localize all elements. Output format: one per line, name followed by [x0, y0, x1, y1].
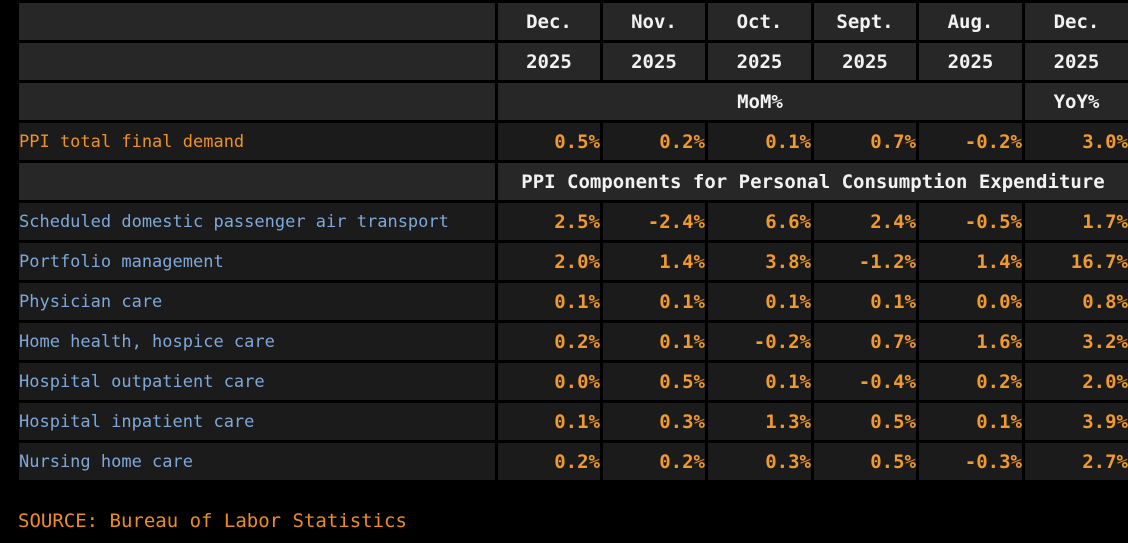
component-row: Home health, hospice care 0.2% 0.1% -0.2… [16, 320, 1128, 363]
month-header-cell: Aug. [916, 0, 1025, 43]
value-cell: 0.1% [495, 280, 603, 323]
value-cell: 1.4% [916, 240, 1025, 283]
section-header-row: PPI Components for Personal Consumption … [16, 160, 1128, 203]
component-row: Scheduled domestic passenger air transpo… [16, 200, 1128, 243]
value-cell: 0.1% [916, 400, 1025, 443]
value-cell: 16.7% [1022, 240, 1128, 283]
value-cell: 0.5% [811, 400, 919, 443]
value-cell: 0.8% [1022, 280, 1128, 323]
value-cell: 0.7% [811, 120, 919, 163]
value-cell: 3.2% [1022, 320, 1128, 363]
period-blank-cell [16, 80, 498, 123]
row-label-cell: Hospital outpatient care [16, 360, 498, 403]
value-cell: -1.2% [811, 240, 919, 283]
value-cell: 0.1% [600, 320, 708, 363]
value-cell: 0.2% [600, 120, 708, 163]
value-cell: 0.0% [916, 280, 1025, 323]
component-row: Hospital outpatient care 0.0% 0.5% 0.1% … [16, 360, 1128, 403]
year-header-cell: 2025 [811, 40, 919, 83]
year-header-cell: 2025 [495, 40, 603, 83]
month-header-cell: Dec. [1022, 0, 1128, 43]
row-label-cell: Nursing home care [16, 440, 498, 483]
month-header-cell: Dec. [495, 0, 603, 43]
value-cell: 1.3% [705, 400, 814, 443]
value-cell: 0.3% [600, 400, 708, 443]
value-cell: -0.4% [811, 360, 919, 403]
value-cell: 3.8% [705, 240, 814, 283]
year-header-cell: 2025 [705, 40, 814, 83]
ppi-table: Dec. Nov. Oct. Sept. Aug. Dec. 2025 2025… [16, 0, 1128, 483]
row-label-cell: Physician care [16, 280, 498, 323]
value-cell: 2.0% [1022, 360, 1128, 403]
row-label-cell: Hospital inpatient care [16, 400, 498, 443]
row-label-cell: PPI total final demand [16, 120, 498, 163]
corner-blank-cell [16, 40, 498, 83]
component-row: Nursing home care 0.2% 0.2% 0.3% 0.5% -0… [16, 440, 1128, 483]
year-header-cell: 2025 [600, 40, 708, 83]
value-cell: 0.7% [811, 320, 919, 363]
source-text: SOURCE: Bureau of Labor Statistics [18, 510, 407, 532]
value-cell: 3.0% [1022, 120, 1128, 163]
value-cell: 0.3% [705, 440, 814, 483]
month-header-cell: Nov. [600, 0, 708, 43]
component-row: Physician care 0.1% 0.1% 0.1% 0.1% 0.0% … [16, 280, 1128, 323]
value-cell: -0.2% [916, 120, 1025, 163]
value-cell: 2.4% [811, 200, 919, 243]
value-cell: 0.1% [600, 280, 708, 323]
section-header-cell: PPI Components for Personal Consumption … [495, 160, 1128, 203]
value-cell: 0.1% [705, 280, 814, 323]
value-cell: 0.1% [705, 360, 814, 403]
mom-header-cell: MoM% [495, 80, 1025, 123]
yoy-header-cell: YoY% [1022, 80, 1128, 123]
component-row: Portfolio management 2.0% 1.4% 3.8% -1.2… [16, 240, 1128, 283]
value-cell: 0.1% [705, 120, 814, 163]
value-cell: 0.5% [600, 360, 708, 403]
value-cell: 0.2% [495, 320, 603, 363]
years-header-row: 2025 2025 2025 2025 2025 2025 [16, 40, 1128, 83]
component-row: Hospital inpatient care 0.1% 0.3% 1.3% 0… [16, 400, 1128, 443]
value-cell: 3.9% [1022, 400, 1128, 443]
value-cell: 2.7% [1022, 440, 1128, 483]
year-header-cell: 2025 [916, 40, 1025, 83]
value-cell: -0.2% [705, 320, 814, 363]
value-cell: 6.6% [705, 200, 814, 243]
row-label-cell: Scheduled domestic passenger air transpo… [16, 200, 498, 243]
value-cell: -0.5% [916, 200, 1025, 243]
value-cell: 2.0% [495, 240, 603, 283]
value-cell: 0.2% [916, 360, 1025, 403]
year-header-cell: 2025 [1022, 40, 1128, 83]
corner-blank-cell [16, 0, 498, 43]
value-cell: 2.5% [495, 200, 603, 243]
value-cell: 0.5% [811, 440, 919, 483]
total-row: PPI total final demand 0.5% 0.2% 0.1% 0.… [16, 120, 1128, 163]
value-cell: 1.6% [916, 320, 1025, 363]
value-cell: 1.4% [600, 240, 708, 283]
period-type-row: MoM% YoY% [16, 80, 1128, 123]
value-cell: 1.7% [1022, 200, 1128, 243]
months-header-row: Dec. Nov. Oct. Sept. Aug. Dec. [16, 0, 1128, 43]
section-blank-cell [16, 160, 498, 203]
value-cell: -0.3% [916, 440, 1025, 483]
row-label-cell: Portfolio management [16, 240, 498, 283]
month-header-cell: Oct. [705, 0, 814, 43]
value-cell: 0.1% [495, 400, 603, 443]
value-cell: 0.1% [811, 280, 919, 323]
value-cell: 0.2% [495, 440, 603, 483]
value-cell: 0.0% [495, 360, 603, 403]
month-header-cell: Sept. [811, 0, 919, 43]
row-label-cell: Home health, hospice care [16, 320, 498, 363]
value-cell: 0.2% [600, 440, 708, 483]
value-cell: 0.5% [495, 120, 603, 163]
value-cell: -2.4% [600, 200, 708, 243]
